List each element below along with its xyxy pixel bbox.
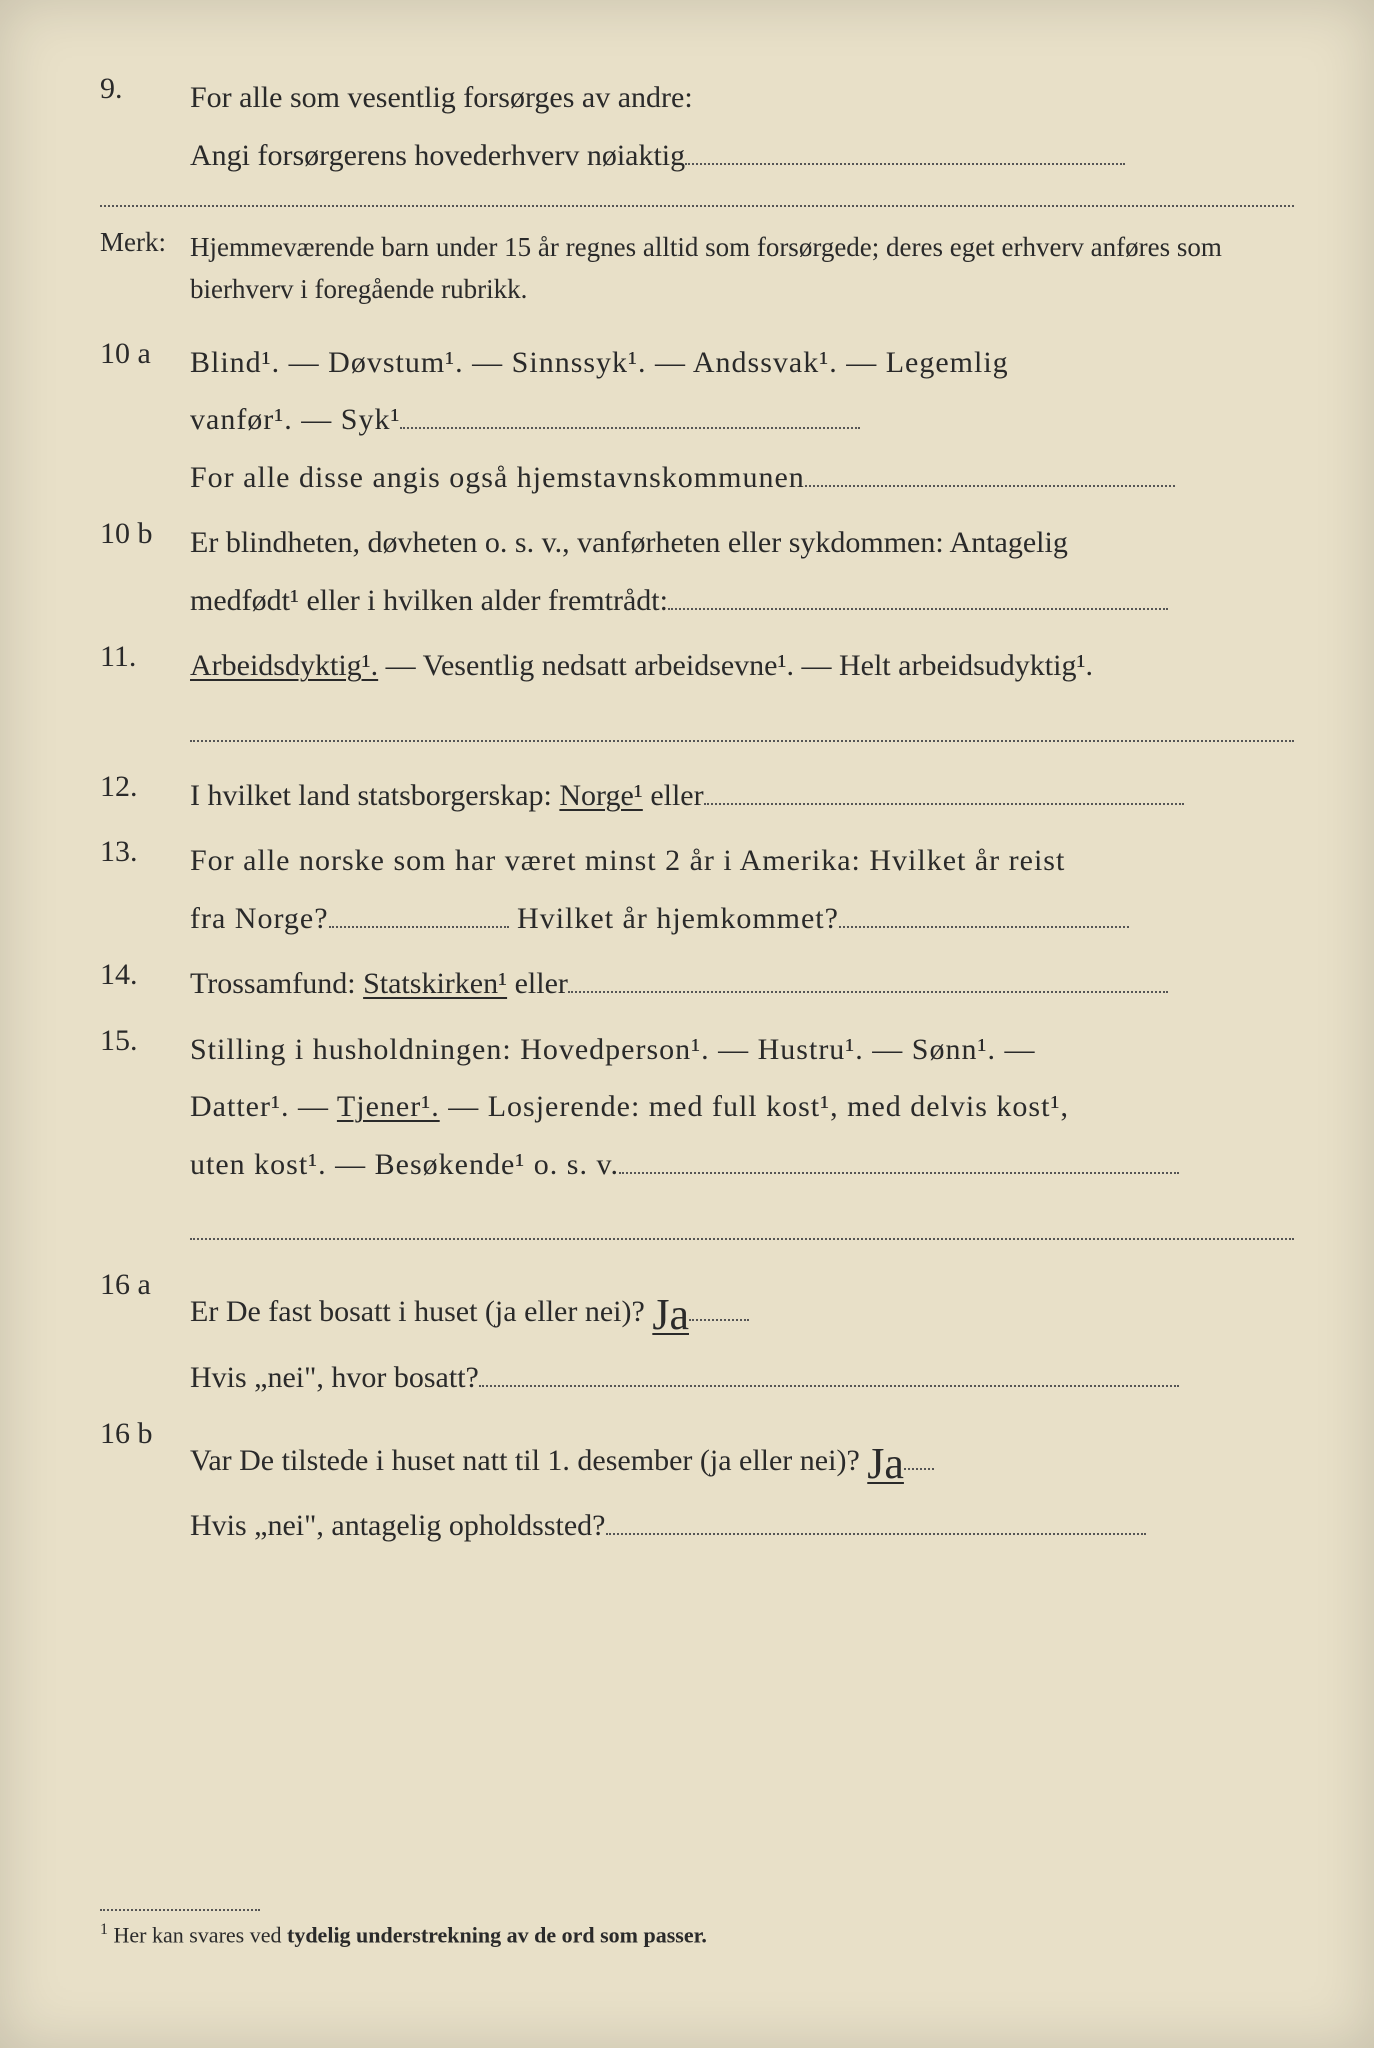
text: uten kost¹. — Besøkende¹ o. s. v. <box>190 1148 619 1181</box>
dotted-fill <box>839 896 1129 928</box>
handwritten-answer: Ja <box>652 1290 689 1339</box>
text: eller <box>507 967 568 1000</box>
note-label: Merk: <box>100 227 190 311</box>
text-line: Blind¹. — Døvstum¹. — Sinnssyk¹. — Andss… <box>190 335 1294 391</box>
text: Hvis „nei", antagelig opholdssted? <box>190 1509 606 1542</box>
question-12: 12. I hvilket land statsborgerskap: Norg… <box>100 768 1294 826</box>
text: vanfør¹. — Syk¹ <box>190 403 400 436</box>
question-number: 16 b <box>100 1415 190 1451</box>
text-line: medfødt¹ eller i hvilken alder fremtrådt… <box>190 573 1294 629</box>
text-line: Angi forsørgerens hovederhverv nøiaktig <box>190 128 1294 184</box>
note-merk: Merk: Hjemmeværende barn under 15 år reg… <box>100 227 1294 311</box>
dotted-fill <box>479 1355 1179 1387</box>
dotted-fill <box>619 1142 1179 1174</box>
footnote-rule <box>100 1909 260 1911</box>
question-number: 14. <box>100 956 190 992</box>
text-line: uten kost¹. — Besøkende¹ o. s. v. <box>190 1137 1294 1193</box>
footnote-bold: tydelig understrekning av de ord som pas… <box>287 1922 707 1947</box>
question-body: Var De tilstede i huset natt til 1. dese… <box>190 1415 1294 1556</box>
text: — Vesentlig nedsatt arbeidsevne¹. — Helt… <box>378 649 1093 682</box>
text: I hvilket land statsborgerskap: <box>190 779 559 812</box>
handwritten-answer: Ja <box>867 1439 904 1488</box>
text: Var De tilstede i huset natt til 1. dese… <box>190 1444 860 1477</box>
dotted-fill <box>329 896 509 928</box>
question-body: For alle som vesentlig forsørges av andr… <box>190 70 1294 185</box>
question-body: Blind¹. — Døvstum¹. — Sinnssyk¹. — Andss… <box>190 335 1294 508</box>
question-body: Trossamfund: Statskirken¹ eller <box>190 956 1294 1014</box>
question-10b: 10 b Er blindheten, døvheten o. s. v., v… <box>100 515 1294 630</box>
text-line: fra Norge? Hvilket år hjemkommet? <box>190 891 1294 947</box>
text: Er De fast bosatt i huset (ja eller nei)… <box>190 1295 645 1328</box>
question-number: 11. <box>100 638 190 674</box>
question-number: 13. <box>100 833 190 869</box>
dotted-fill <box>689 1289 749 1321</box>
text: Hvis „nei", hvor bosatt? <box>190 1361 479 1394</box>
question-13: 13. For alle norske som har været minst … <box>100 833 1294 948</box>
question-body: I hvilket land statsborgerskap: Norge¹ e… <box>190 768 1294 826</box>
dotted-fill <box>400 397 860 429</box>
text-line: Er blindheten, døvheten o. s. v., vanfør… <box>190 515 1294 571</box>
text-line: Datter¹. — Tjener¹. — Losjerende: med fu… <box>190 1079 1294 1135</box>
dotted-fill <box>904 1438 934 1470</box>
text: fra Norge? <box>190 902 329 935</box>
text-line: Er De fast bosatt i huset (ja eller nei)… <box>190 1266 1294 1347</box>
text-line: Hvis „nei", antagelig opholdssted? <box>190 1498 1294 1554</box>
underlined-text: Tjener¹. <box>337 1090 440 1123</box>
question-15: 15. Stilling i husholdningen: Hovedperso… <box>100 1022 1294 1259</box>
underlined-text: Statskirken¹ <box>363 967 507 1000</box>
document-page: 9. For alle som vesentlig forsørges av a… <box>0 0 1374 2048</box>
text-line: Hvis „nei", hvor bosatt? <box>190 1350 1294 1406</box>
dotted-fill <box>704 773 1184 805</box>
dotted-fill <box>805 455 1175 487</box>
question-number: 16 a <box>100 1266 190 1302</box>
dotted-line <box>190 1210 1294 1240</box>
text-line: Stilling i husholdningen: Hovedperson¹. … <box>190 1022 1294 1078</box>
text: Datter¹. — <box>190 1090 337 1123</box>
question-10a: 10 a Blind¹. — Døvstum¹. — Sinnssyk¹. — … <box>100 335 1294 508</box>
question-number: 15. <box>100 1022 190 1058</box>
text: eller <box>643 779 704 812</box>
text: Hvilket år hjemkommet? <box>517 902 839 935</box>
text: — Losjerende: med full kost¹, med delvis… <box>440 1090 1069 1123</box>
footnote: 1 Her kan svares ved tydelig understrekn… <box>100 1909 707 1948</box>
note-body: Hjemmeværende barn under 15 år regnes al… <box>190 227 1294 311</box>
question-number: 10 b <box>100 515 190 551</box>
question-16a: 16 a Er De fast bosatt i huset (ja eller… <box>100 1266 1294 1407</box>
divider <box>100 205 1294 207</box>
text: Trossamfund: <box>190 967 363 1000</box>
dotted-fill <box>685 133 1125 165</box>
question-body: Er blindheten, døvheten o. s. v., vanfør… <box>190 515 1294 630</box>
dotted-fill <box>606 1503 1146 1535</box>
footnote-text: Her kan svares ved <box>114 1922 288 1947</box>
text: Angi forsørgerens hovederhverv nøiaktig <box>190 139 685 172</box>
text-line: Arbeidsdyktig¹. — Vesentlig nedsatt arbe… <box>190 638 1294 694</box>
question-16b: 16 b Var De tilstede i huset natt til 1.… <box>100 1415 1294 1556</box>
question-number: 10 a <box>100 335 190 371</box>
question-9: 9. For alle som vesentlig forsørges av a… <box>100 70 1294 185</box>
question-number: 12. <box>100 768 190 804</box>
question-body: For alle norske som har været minst 2 år… <box>190 833 1294 948</box>
dotted-fill <box>568 961 1168 993</box>
dotted-line <box>190 712 1294 742</box>
question-14: 14. Trossamfund: Statskirken¹ eller <box>100 956 1294 1014</box>
text-line: For alle norske som har været minst 2 år… <box>190 833 1294 889</box>
question-body: Stilling i husholdningen: Hovedperson¹. … <box>190 1022 1294 1259</box>
question-11: 11. Arbeidsdyktig¹. — Vesentlig nedsatt … <box>100 638 1294 760</box>
text: For alle disse angis også hjemstavnskomm… <box>190 461 805 494</box>
question-body: Arbeidsdyktig¹. — Vesentlig nedsatt arbe… <box>190 638 1294 760</box>
text: medfødt¹ eller i hvilken alder fremtrådt… <box>190 584 668 617</box>
question-number: 9. <box>100 70 190 106</box>
text-line: I hvilket land statsborgerskap: Norge¹ e… <box>190 768 1294 824</box>
footnote-marker: 1 <box>100 1921 108 1938</box>
question-body: Er De fast bosatt i huset (ja eller nei)… <box>190 1266 1294 1407</box>
text-line: For alle disse angis også hjemstavnskomm… <box>190 450 1294 506</box>
dotted-fill <box>668 578 1168 610</box>
text-line: For alle som vesentlig forsørges av andr… <box>190 70 1294 126</box>
underlined-text: Norge¹ <box>559 779 642 812</box>
underlined-text: Arbeidsdyktig¹. <box>190 649 378 682</box>
text-line: Var De tilstede i huset natt til 1. dese… <box>190 1415 1294 1496</box>
text-line: Trossamfund: Statskirken¹ eller <box>190 956 1294 1012</box>
text-line: vanfør¹. — Syk¹ <box>190 392 1294 448</box>
